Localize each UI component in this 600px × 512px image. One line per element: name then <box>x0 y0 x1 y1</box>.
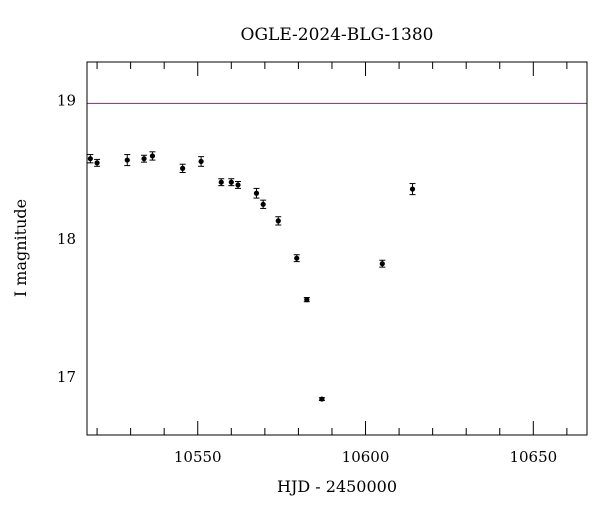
y-tick-label: 19 <box>57 92 76 110</box>
data-point <box>94 158 101 167</box>
data-marker <box>124 157 130 163</box>
data-marker <box>87 156 93 162</box>
plot-frame <box>86 61 588 436</box>
data-point <box>409 183 416 196</box>
data-point <box>218 178 225 187</box>
data-point <box>293 254 300 263</box>
data-marker <box>149 153 156 159</box>
data-marker <box>253 190 260 196</box>
data-marker <box>218 179 224 185</box>
data-point <box>303 297 310 303</box>
x-tick-label: 10600 <box>342 448 390 466</box>
data-marker <box>141 156 147 162</box>
axis-ticks <box>96 62 568 435</box>
data-marker <box>180 165 186 171</box>
data-point <box>318 396 325 402</box>
data-point <box>235 180 242 189</box>
data-marker <box>319 396 325 402</box>
x-axis-label: HJD - 2450000 <box>277 477 397 496</box>
data-marker <box>260 201 266 207</box>
data-points <box>87 151 416 402</box>
data-marker <box>235 182 241 188</box>
data-point <box>141 154 148 163</box>
data-point <box>275 216 282 226</box>
data-marker <box>409 186 416 192</box>
data-marker <box>94 160 100 166</box>
data-marker <box>304 297 310 303</box>
data-marker <box>379 261 385 267</box>
x-tick-labels: 10550 10600 10650 <box>174 448 557 466</box>
data-point <box>198 156 205 167</box>
x-tick-label: 10650 <box>509 448 557 466</box>
y-tick-label: 17 <box>57 368 76 386</box>
data-point <box>379 259 386 268</box>
data-point <box>124 154 131 167</box>
data-point <box>228 178 235 187</box>
chart-title: OGLE-2024-BLG-1380 <box>241 25 434 45</box>
y-axis-label: I magnitude <box>11 199 30 297</box>
y-tick-labels: 17 18 19 <box>57 92 76 386</box>
data-point <box>179 163 186 174</box>
data-point <box>149 151 156 161</box>
data-marker <box>294 255 300 261</box>
data-point <box>87 154 94 164</box>
data-marker <box>228 179 234 185</box>
data-marker <box>198 158 204 165</box>
data-point <box>253 187 260 199</box>
data-marker <box>275 218 281 224</box>
data-point <box>260 199 267 209</box>
x-tick-label: 10550 <box>174 448 222 466</box>
y-tick-label: 18 <box>57 230 76 248</box>
